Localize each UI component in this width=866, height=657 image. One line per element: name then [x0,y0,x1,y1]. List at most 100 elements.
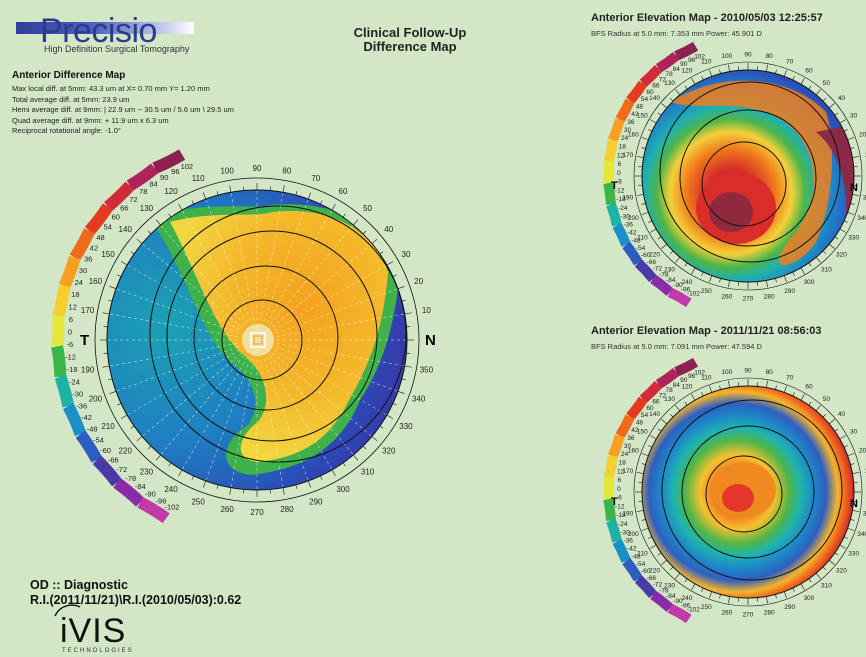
degree-tick [829,559,835,565]
degree-tick [800,583,805,591]
elevation-map-2[interactable]: 10296908478726660544842363024181260-6-12… [566,358,866,648]
angle-spoke [276,343,405,367]
degree-tick [136,436,143,442]
angle-label: 40 [838,95,846,102]
degree-tick [636,510,644,512]
degree-tick [649,544,657,549]
angle-label: 310 [361,468,375,477]
difference-scale-label: 96 [171,167,179,176]
angle-label: 330 [848,234,859,241]
degree-tick [648,220,653,223]
elevation-2-scale-segment [626,396,648,421]
elevation-1-scale-segment [639,64,663,88]
elevation-2-scale-label: 78 [665,387,673,394]
difference-scale-label: 0 [68,327,72,336]
degree-tick [800,267,805,275]
elevation-1-scale-segment [674,42,699,61]
angle-label: 330 [399,422,413,431]
degree-tick [641,519,646,521]
difference-map[interactable]: 10296908478726660544842363024181260-6-12… [0,140,470,560]
degree-tick [792,392,795,397]
degree-tick [404,365,412,368]
elevation-1-scale-label: -96 [681,286,691,293]
elevation-1-scale-label: 0 [617,170,621,177]
degree-tick [834,236,839,240]
difference-scale-segment [104,181,135,212]
difference-nasal-label: N [425,332,436,349]
degree-tick [331,203,336,211]
degree-tick [191,475,194,480]
angle-label: 320 [836,252,847,259]
degree-tick [661,103,667,109]
elevation-1-scale-label: -42 [627,230,637,237]
difference-scale-label: 54 [104,222,112,231]
elevation-1-temporal-label: T [611,180,618,192]
elevation-2-scale-label: 48 [636,419,644,426]
degree-tick [657,552,662,556]
degree-tick [386,261,394,266]
difference-scale-labels: 10296908478726660544842363024181260-6-12… [65,162,193,511]
company-subtitle: TECHNOLOGIES [62,648,134,654]
degree-tick [282,487,285,495]
angle-label: 80 [766,53,774,60]
degree-tick [109,391,117,394]
degree-tick [120,261,128,266]
degree-tick [295,484,298,489]
degree-tick [834,112,839,116]
elevation-1-scale-label: 102 [694,54,705,61]
stat-rotational-angle: Reciprocal rotational angle: -1.0° [12,126,121,135]
elevation-2-temporal-label: T [611,496,618,508]
difference-scale-label: -48 [87,424,98,433]
elevation-2-scale-label: 6 [618,477,622,484]
difference-scale-label: -60 [100,446,111,455]
degree-tick [709,275,713,283]
degree-tick [108,299,113,302]
angle-label: 10 [422,306,431,315]
angle-label: 340 [857,215,866,222]
angle-label: 280 [764,293,775,300]
degree-tick [783,591,787,599]
angle-spoke [269,355,354,456]
angle-spoke [160,355,245,456]
elevation-2-scale-segment [612,538,631,563]
angle-spoke [274,264,388,331]
angle-label: 240 [164,485,178,494]
stat-quad-average: Quad average diff. at 9mm: + 11.9 um x 6… [12,115,169,125]
degree-tick [641,203,646,205]
angle-label: 40 [838,411,846,418]
angle-label: 140 [649,95,660,102]
angle-label: 150 [637,112,648,119]
degree-tick [815,257,821,263]
angle-spoke [160,224,245,325]
elevation-2-scale-label: 90 [680,377,688,384]
difference-scale-label: -72 [116,465,127,474]
elevation-1-scale-segment [608,118,625,143]
elevation-1-scale-label: -84 [666,277,676,284]
elevation-2-scale-label: 12 [617,468,625,475]
logo-accent-bar [16,22,194,34]
elevation-1-scale-segment [603,182,616,205]
elevation-1-angle-labels: 1020304050607080901001101201301401501601… [622,51,866,302]
angle-spoke [109,313,238,337]
difference-scale-label: 78 [139,187,147,196]
stat-total-average: Total average diff. at 5mm: 23.9 um [12,94,130,104]
angle-label: 290 [784,288,795,295]
difference-scale-segment [84,203,113,235]
degree-tick [641,463,646,465]
degree-tick [850,147,855,149]
degree-tick [648,445,653,448]
difference-scale-segment [51,315,65,348]
degree-tick [168,213,172,218]
elevation-2-scale-label: -6 [616,495,622,502]
elevation-1-zone-rings [659,81,841,263]
difference-scale-segment [69,228,95,261]
angle-label: 280 [280,505,294,514]
angle-label: 200 [89,395,103,404]
elevation-2-scale-label: -18 [616,512,626,519]
angle-label: 120 [164,187,178,196]
angle-spoke [141,352,242,437]
angle-spoke [263,198,309,322]
elevation-map-1-subtitle: BFS Radius at 5.0 mm: 7.353 mm Power: 45… [591,29,762,38]
angle-spoke [115,346,239,392]
elevation-map-1[interactable]: 10296908478726660544842363024181260-6-12… [566,42,866,312]
